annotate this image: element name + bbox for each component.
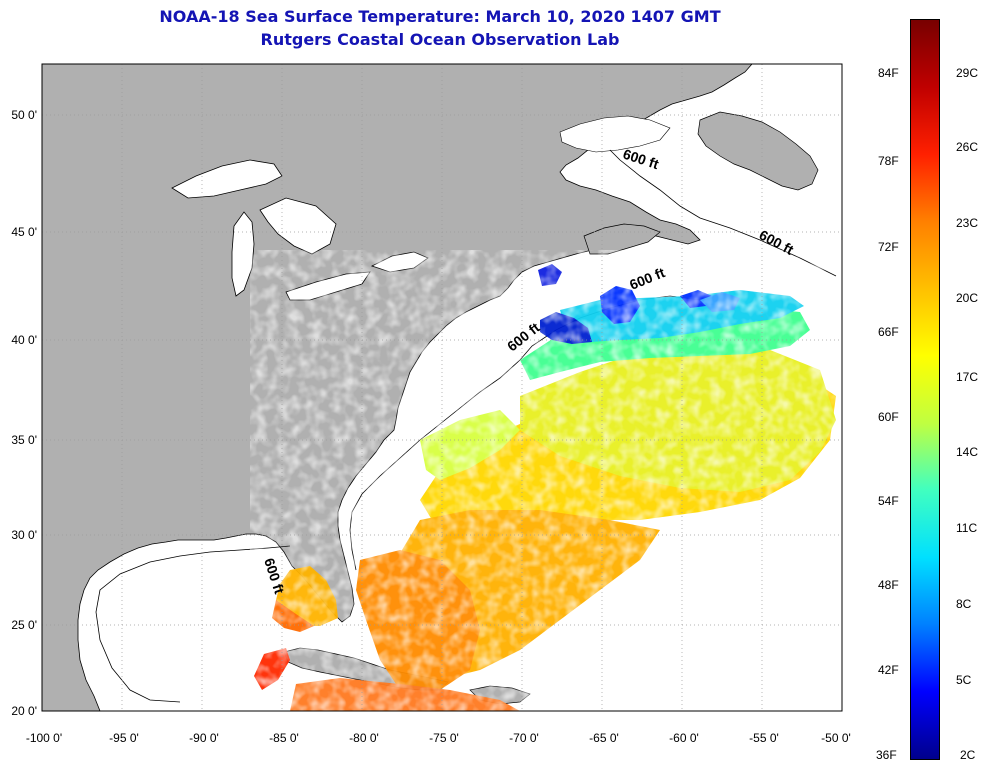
land-newfoundland: [697, 111, 819, 191]
gulf-of-st-lawrence: [559, 115, 671, 153]
lon-label: -95 0': [109, 731, 139, 745]
lat-label: 40 0': [11, 333, 37, 347]
colorbar-f-label: 48F: [878, 578, 899, 592]
lon-label: -65 0': [589, 731, 619, 745]
colorbar-c-label: 17C: [956, 370, 979, 384]
colorbar-c-label: 23C: [956, 216, 979, 230]
lat-label: 30 0': [11, 528, 37, 542]
lon-label: -85 0': [269, 731, 299, 745]
colorbar-c-label: 8C: [956, 597, 972, 611]
colorbar-c-label: 29C: [956, 66, 979, 80]
lon-label: -60 0': [669, 731, 699, 745]
map-frame: [41, 63, 843, 712]
colorbar-c-label: 14C: [956, 445, 979, 459]
colorbar-f-label: 36F: [876, 748, 897, 762]
colorbar-c-label: 11C: [956, 521, 978, 535]
lon-label: -55 0': [749, 731, 779, 745]
lon-label: -50 0': [821, 731, 851, 745]
cloud-speckle: [250, 250, 842, 711]
lon-label: -100 0': [26, 731, 62, 745]
lat-label: 50 0': [11, 108, 37, 122]
lon-label: -80 0': [349, 731, 379, 745]
lon-label: -90 0': [189, 731, 219, 745]
colorbar-f-label: 60F: [878, 410, 899, 424]
lon-label: -75 0': [429, 731, 459, 745]
colorbar-c-label: 20C: [956, 291, 979, 305]
colorbar-f-label: 66F: [878, 325, 899, 339]
colorbar-f-label: 78F: [878, 154, 899, 168]
lat-label: 45 0': [11, 225, 37, 239]
temperature-colorbar: [910, 19, 940, 760]
colorbar-c-label: 2C: [960, 748, 976, 762]
colorbar-f-label: 72F: [878, 240, 899, 254]
map-subtitle: Rutgers Coastal Ocean Observation Lab: [260, 30, 620, 49]
lat-label: 20 0': [11, 704, 37, 718]
colorbar-f-label: 42F: [878, 663, 899, 677]
colorbar-f-label: 84F: [878, 66, 899, 80]
lat-label: 25 0': [11, 618, 37, 632]
graticule: [42, 64, 842, 711]
lat-label: 35 0': [11, 433, 37, 447]
colorbar-c-label: 5C: [956, 673, 972, 687]
colorbar-c-label: 26C: [956, 140, 979, 154]
colorbar-f-label: 54F: [878, 494, 899, 508]
map-title: NOAA-18 Sea Surface Temperature: March 1…: [159, 7, 721, 26]
lon-label: -70 0': [509, 731, 539, 745]
